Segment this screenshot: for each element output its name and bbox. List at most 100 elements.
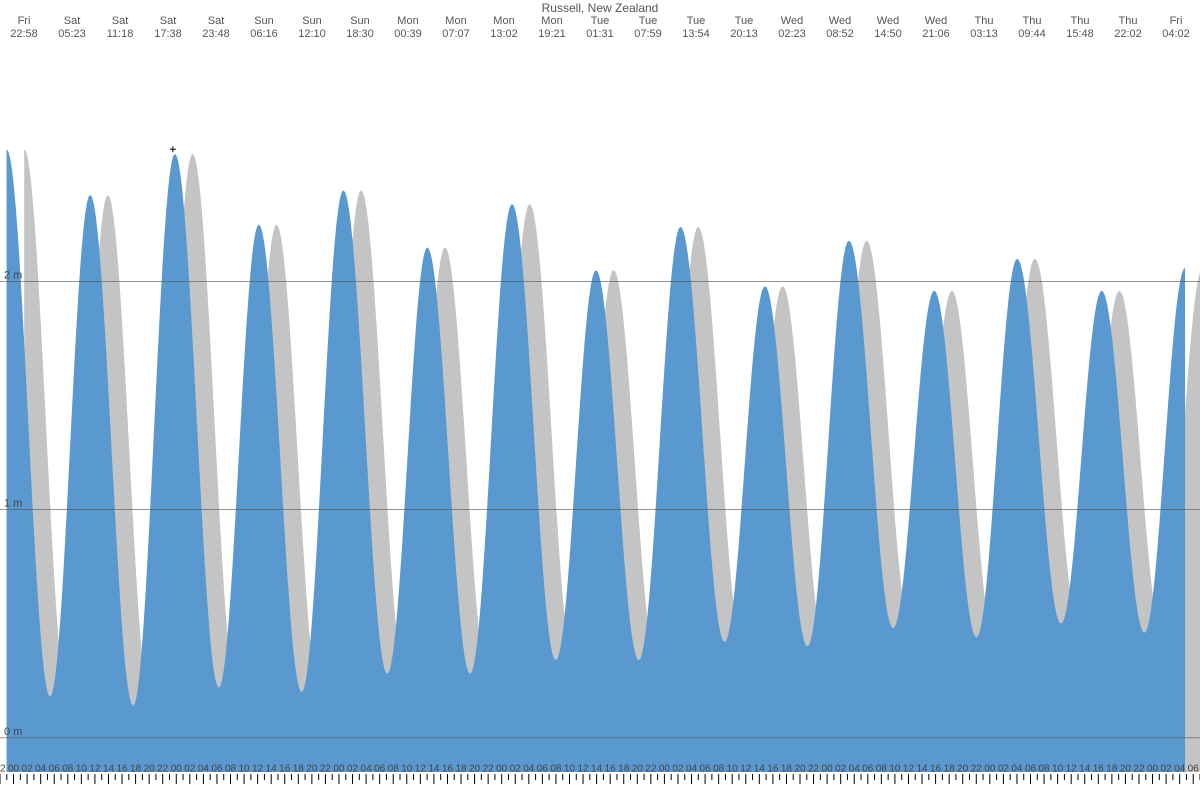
header-day: Fri — [1170, 15, 1183, 27]
x-hour-label: 00 — [333, 764, 345, 775]
header-day: Mon — [445, 15, 466, 27]
x-hour-label: 20 — [306, 764, 318, 775]
x-hour-label: 04 — [686, 764, 698, 775]
x-hour-label: 20 — [1120, 764, 1132, 775]
header-time: 23:48 — [202, 28, 230, 40]
header-day: Sat — [208, 15, 225, 27]
x-hour-label: 18 — [130, 764, 142, 775]
y-axis-label: 2 m — [4, 270, 22, 282]
x-hour-label: 06 — [700, 764, 712, 775]
x-hour-label: 06 — [862, 764, 874, 775]
x-hour-label: 16 — [116, 764, 128, 775]
header-day: Thu — [975, 15, 994, 27]
header-day: Mon — [397, 15, 418, 27]
header-day: Sat — [112, 15, 129, 27]
x-hour-label: 00 — [659, 764, 671, 775]
tide-main-area — [7, 149, 1186, 772]
x-hour-label: 14 — [103, 764, 115, 775]
tide-chart: 0 m1 m2 m2200020406081012141618202200020… — [0, 0, 1200, 800]
x-hour-label: 22 — [0, 764, 6, 775]
header-day: Tue — [735, 15, 754, 27]
header-time: 19:21 — [538, 28, 566, 40]
cross-marker — [170, 146, 176, 152]
x-hour-label: 22 — [320, 764, 332, 775]
x-hour-label: 12 — [740, 764, 752, 775]
header-day: Sat — [160, 15, 177, 27]
header-day: Mon — [493, 15, 514, 27]
x-hour-label: 22 — [157, 764, 169, 775]
x-hour-label: 18 — [1106, 764, 1118, 775]
header-time: 22:58 — [10, 28, 38, 40]
x-hour-label: 14 — [1079, 764, 1091, 775]
x-hour-label: 14 — [754, 764, 766, 775]
x-hour-label: 06 — [1188, 764, 1200, 775]
x-hour-label: 04 — [1174, 764, 1186, 775]
header-day: Wed — [877, 15, 899, 27]
header-time: 03:13 — [970, 28, 998, 40]
header-day: Wed — [925, 15, 947, 27]
header-day: Thu — [1071, 15, 1090, 27]
header-time: 22:02 — [1114, 28, 1142, 40]
x-hour-label: 08 — [388, 764, 400, 775]
x-hour-label: 00 — [1147, 764, 1159, 775]
x-hour-label: 02 — [672, 764, 684, 775]
x-hour-label: 12 — [1066, 764, 1078, 775]
header-day: Sun — [302, 15, 322, 27]
x-hour-label: 16 — [442, 764, 454, 775]
x-hour-label: 10 — [76, 764, 88, 775]
x-hour-label: 14 — [428, 764, 440, 775]
x-hour-label: 18 — [944, 764, 956, 775]
x-hour-label: 16 — [605, 764, 617, 775]
x-hour-label: 02 — [998, 764, 1010, 775]
x-hour-label: 18 — [455, 764, 467, 775]
x-hour-label: 10 — [239, 764, 251, 775]
x-hour-label: 12 — [415, 764, 427, 775]
x-hour-label: 18 — [293, 764, 305, 775]
x-hour-label: 20 — [957, 764, 969, 775]
x-hour-label: 02 — [184, 764, 196, 775]
x-hour-label: 20 — [632, 764, 644, 775]
x-hour-label: 10 — [564, 764, 576, 775]
header-day: Tue — [591, 15, 610, 27]
x-hour-label: 06 — [537, 764, 549, 775]
header-time: 17:38 — [154, 28, 182, 40]
x-hour-label: 20 — [794, 764, 806, 775]
x-hour-label: 04 — [849, 764, 861, 775]
x-hour-label: 04 — [35, 764, 47, 775]
header-day: Thu — [1023, 15, 1042, 27]
x-hour-label: 08 — [1039, 764, 1051, 775]
x-hour-label: 06 — [374, 764, 386, 775]
x-hour-label: 22 — [645, 764, 657, 775]
x-hour-label: 16 — [279, 764, 291, 775]
x-hour-label: 02 — [835, 764, 847, 775]
x-hour-label: 04 — [361, 764, 373, 775]
header-day: Sat — [64, 15, 81, 27]
header-time: 11:18 — [107, 28, 134, 40]
header-time: 01:31 — [586, 28, 614, 40]
header-day: Sun — [254, 15, 274, 27]
header-day: Thu — [1119, 15, 1138, 27]
header-time: 13:02 — [490, 28, 518, 40]
header-day: Wed — [829, 15, 851, 27]
x-hour-label: 20 — [144, 764, 156, 775]
x-hour-label: 12 — [903, 764, 915, 775]
header-time: 18:30 — [346, 28, 374, 40]
x-hour-label: 00 — [8, 764, 20, 775]
x-hour-label: 00 — [984, 764, 996, 775]
x-hour-label: 14 — [916, 764, 928, 775]
header-day: Wed — [781, 15, 803, 27]
x-hour-label: 00 — [171, 764, 183, 775]
y-axis-label: 1 m — [4, 498, 22, 510]
x-hour-label: 16 — [767, 764, 779, 775]
x-hour-label: 18 — [781, 764, 793, 775]
x-hour-label: 04 — [198, 764, 210, 775]
x-hour-label: 00 — [496, 764, 508, 775]
header-day: Mon — [541, 15, 562, 27]
x-hour-label: 12 — [577, 764, 589, 775]
x-hour-label: 02 — [347, 764, 359, 775]
header-time: 09:44 — [1018, 28, 1046, 40]
x-hour-label: 08 — [550, 764, 562, 775]
x-hour-label: 18 — [618, 764, 630, 775]
x-hour-label: 08 — [225, 764, 237, 775]
header-time: 15:48 — [1066, 28, 1094, 40]
